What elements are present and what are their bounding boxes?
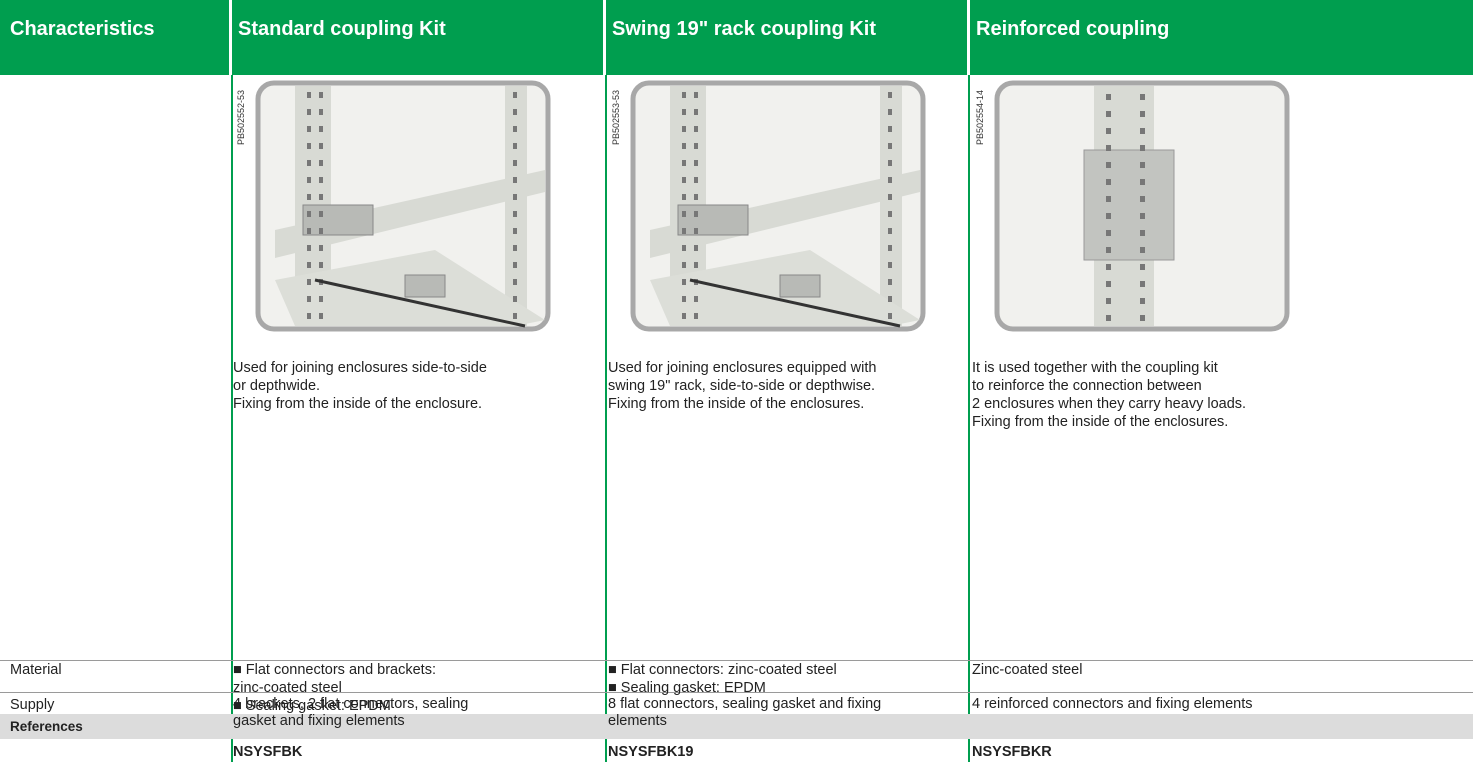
description-line: Used for joining enclosures equipped wit… [608, 360, 877, 376]
material-line: Zinc-coated steel [972, 662, 1083, 678]
header-cell [232, 0, 603, 75]
material-line: zinc-coated steel [233, 680, 342, 696]
product-photo [630, 80, 926, 332]
material-line: ■ Sealing gasket: EPDM [233, 698, 391, 714]
image-code: PB502552-53 [236, 89, 246, 145]
supply-line: elements [608, 713, 667, 729]
description-line: to reinforce the connection between [972, 378, 1202, 394]
description-line: 2 enclosures when they carry heavy loads… [972, 396, 1247, 412]
header-text: Reinforced coupling [976, 18, 1170, 40]
supply-line: 8 flat connectors, sealing gasket and fi… [608, 696, 882, 712]
description-line: Fixing from the inside of the enclosures… [972, 414, 1229, 430]
references-band [0, 714, 1473, 739]
row-rule [0, 692, 1473, 693]
header-text: Standard coupling Kit [238, 18, 446, 40]
product-photo [255, 80, 551, 332]
column-rule [231, 75, 233, 762]
column-rule [605, 75, 607, 762]
image-code: PB502554-14 [975, 89, 985, 145]
reference-code: NSYSFBKR [972, 744, 1052, 760]
column-rule [968, 75, 970, 762]
material-line: ■ Flat connectors: zinc-coated steel [608, 662, 837, 678]
description-line: Fixing from the inside of the enclosures… [608, 396, 865, 412]
row-rule [0, 660, 1473, 661]
header-cell [0, 0, 229, 75]
header-cell [970, 0, 1473, 75]
description-line: Used for joining enclosures side-to-side [233, 360, 487, 376]
image-code: PB502553-53 [611, 89, 621, 145]
description-line: swing 19" rack, side-to-side or depthwis… [608, 378, 876, 394]
row-label: Supply [10, 697, 55, 713]
header-cell [606, 0, 967, 75]
row-label: Material [10, 662, 62, 678]
material-line: ■ Sealing gasket: EPDM [608, 680, 766, 696]
reference-code: NSYSFBK [233, 744, 303, 760]
description-line: or depthwide. [233, 378, 321, 394]
material-line: ■ Flat connectors and brackets: [233, 662, 436, 678]
description-line: Fixing from the inside of the enclosure. [233, 396, 483, 412]
supply-line: 4 brackets, 2 flat connectors, sealing [233, 696, 469, 712]
row-label: References [10, 719, 83, 734]
product-photo [994, 80, 1290, 332]
supply-line: gasket and fixing elements [233, 713, 405, 729]
description-line: It is used together with the coupling ki… [972, 360, 1218, 376]
header-text: Swing 19" rack coupling Kit [612, 18, 876, 40]
header-text: Characteristics [10, 18, 155, 40]
reference-code: NSYSFBK19 [608, 744, 694, 760]
supply-line: 4 reinforced connectors and fixing eleme… [972, 696, 1253, 712]
